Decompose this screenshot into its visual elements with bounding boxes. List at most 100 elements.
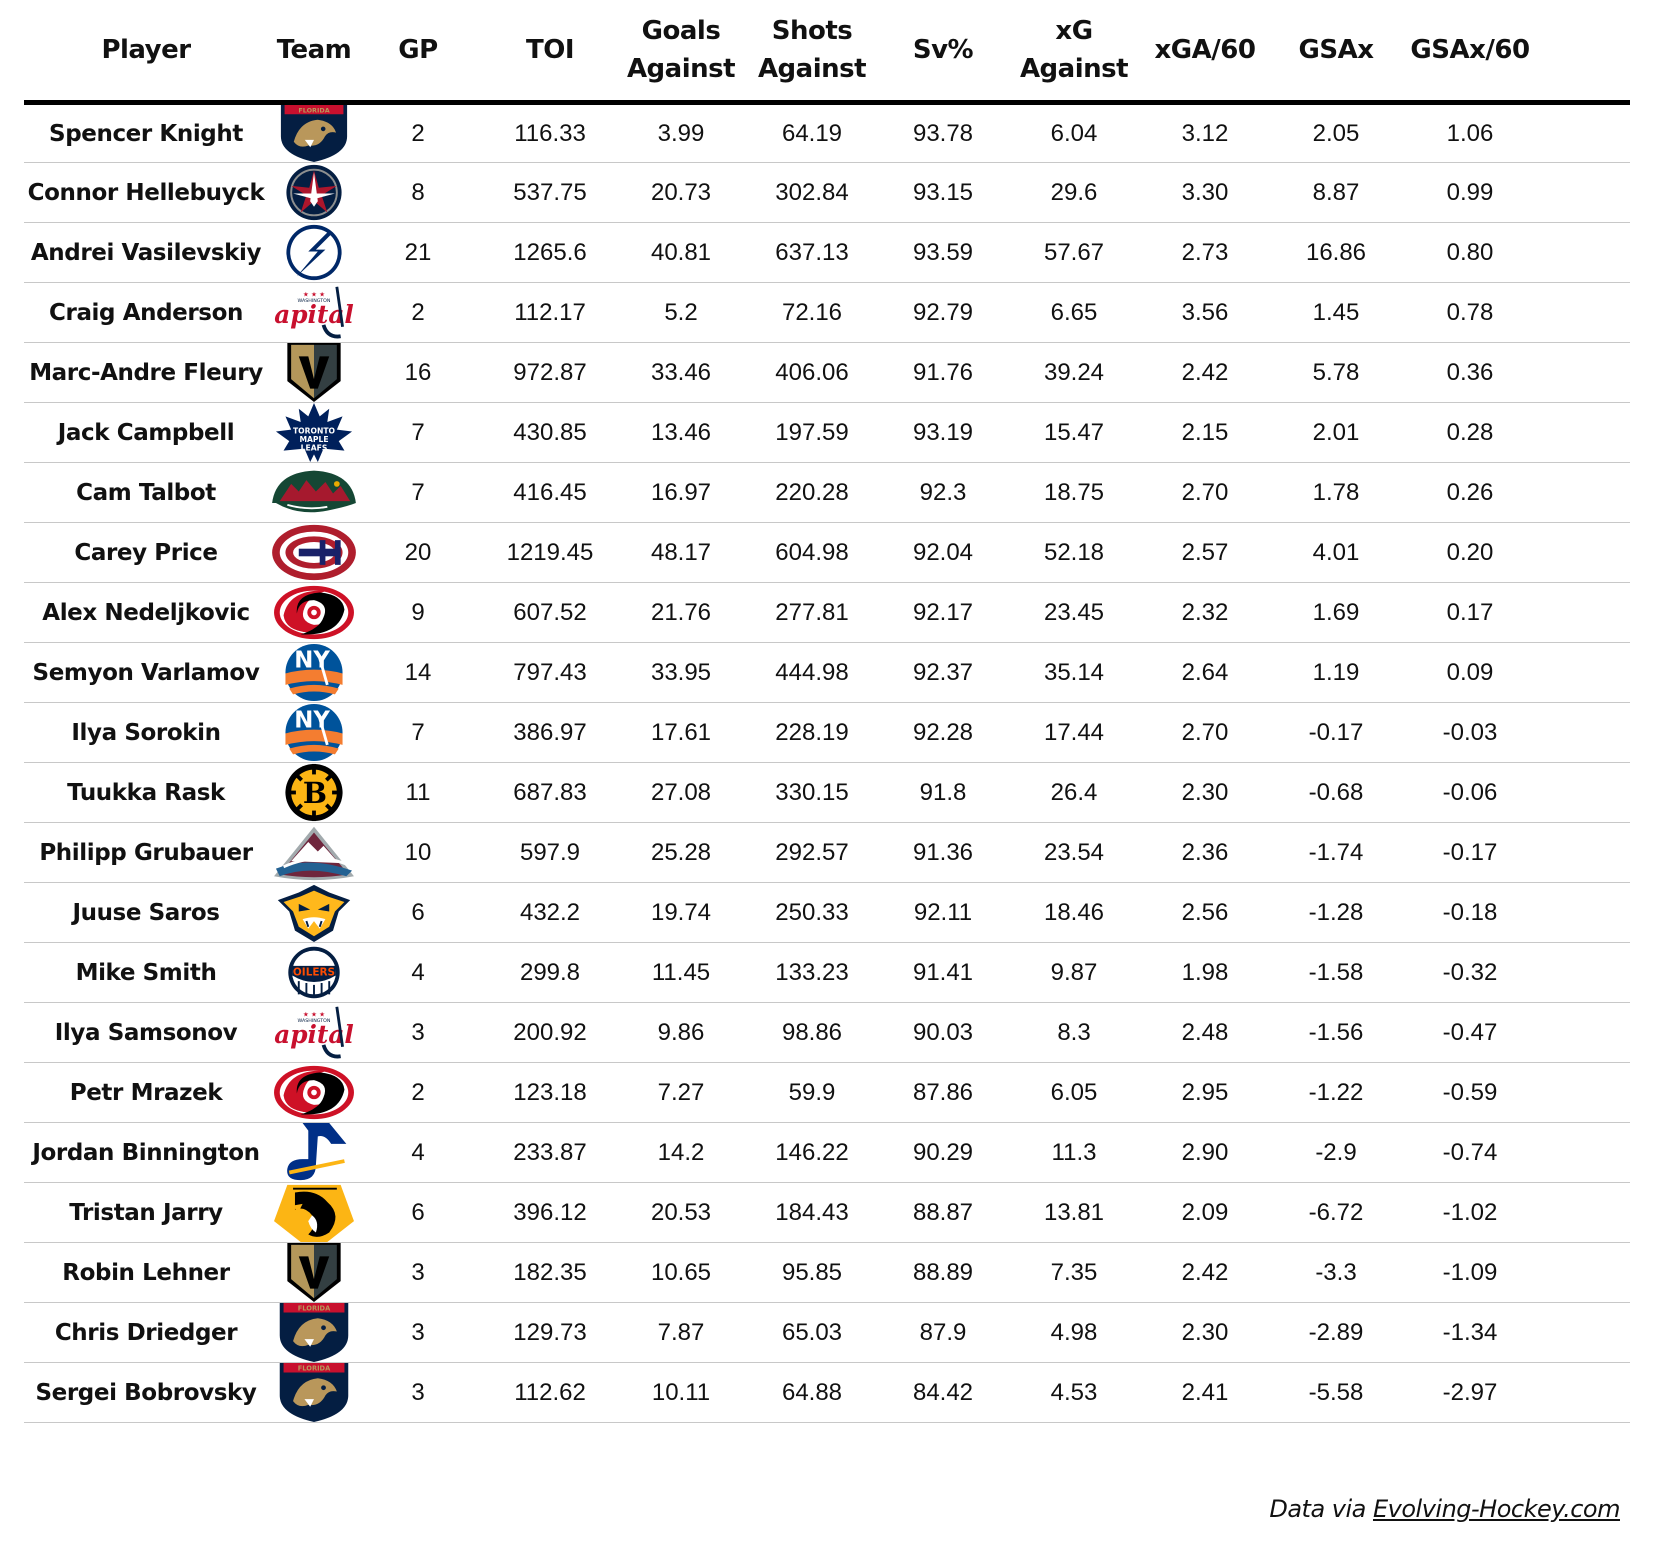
table-row: Ilya Sorokin NY 7 386.97 17.61 228.19 92.28 17.…	[24, 703, 1630, 763]
shots-against-value: 637.13	[775, 238, 849, 266]
table-row: Semyon Varlamov NY 14 797.43 33.95 444.98 92.3…	[24, 643, 1630, 703]
ch-icon	[272, 524, 356, 581]
sv-pct-value: 91.41	[912, 958, 974, 986]
gsax60-value: -2.97	[1442, 1378, 1498, 1406]
gsax-value: -0.68	[1308, 778, 1364, 806]
goals-against-value: 25.28	[650, 838, 712, 866]
toi-value: 416.45	[513, 478, 587, 506]
xg-against-value: 4.53	[1050, 1378, 1098, 1406]
gsax-value: 1.78	[1312, 478, 1360, 506]
player-name: Chris Driedger	[54, 1319, 238, 1346]
xga60-value: 3.56	[1181, 298, 1229, 326]
xga60-value: 2.95	[1181, 1078, 1229, 1106]
gp-value: 2	[411, 1078, 425, 1106]
shots-against-value: 444.98	[775, 658, 849, 686]
player-name: Tristan Jarry	[69, 1199, 223, 1226]
gp-value: 4	[411, 958, 425, 986]
shots-against-value: 59.9	[788, 1078, 836, 1106]
gsax60-value: -0.59	[1442, 1078, 1498, 1106]
player-name: Spencer Knight	[49, 120, 243, 147]
panther-icon: FLORIDA	[279, 1363, 349, 1422]
toi-value: 299.8	[519, 958, 581, 986]
goals-against-value: 11.45	[651, 958, 711, 986]
xga60-value: 2.32	[1181, 598, 1229, 626]
gp-value: 21	[404, 238, 432, 266]
xga60-value: 2.90	[1181, 1138, 1229, 1166]
gp-value: 11	[405, 778, 431, 806]
gsax-value: -0.17	[1308, 718, 1364, 746]
source-link[interactable]: Evolving-Hockey.com	[1372, 1495, 1621, 1523]
source-prefix: Data via	[1269, 1495, 1373, 1523]
sv-pct-value: 90.29	[912, 1138, 974, 1166]
sv-pct-value: 92.28	[912, 718, 974, 746]
table-row: Craig Anderson ★ ★ ★ WASHINGTON apital 2 112.…	[24, 283, 1630, 343]
team-logo	[268, 823, 360, 882]
gsax60-value: -0.17	[1442, 838, 1498, 866]
player-name: Tuukka Rask	[67, 779, 225, 806]
goals-against-value: 16.97	[650, 478, 712, 506]
shots-against-value: 197.59	[775, 418, 849, 446]
toi-value: 1219.45	[506, 538, 594, 566]
table-row: Ilya Samsonov ★ ★ ★ WASHINGTON apital 3 200.9…	[24, 1003, 1630, 1063]
team-logo: B	[268, 763, 360, 822]
table-row: Spencer Knight FLORIDA 2 116.33 3.99 64.19 93.…	[24, 105, 1630, 163]
toi-value: 432.2	[519, 898, 581, 926]
xg-against-value: 4.98	[1050, 1318, 1098, 1346]
goals-against-value: 21.76	[650, 598, 712, 626]
shots-against-value: 146.22	[775, 1138, 849, 1166]
sv-pct-value: 88.87	[912, 1198, 974, 1226]
svg-text:NY: NY	[294, 648, 330, 674]
gsax60-value: -0.06	[1442, 778, 1498, 806]
xga60-value: 2.41	[1181, 1378, 1229, 1406]
xga60-value: 3.12	[1181, 119, 1229, 147]
table-row: Cam Talbot 7 416.45 16.97 220.28 92.3 18.75 2.7…	[24, 463, 1630, 523]
xga60-value: 2.57	[1181, 538, 1229, 566]
gsax60-value: -1.09	[1442, 1258, 1498, 1286]
table-row: Jack Campbell TORONTO MAPLE LEAFS 7 430.85 13.…	[24, 403, 1630, 463]
goalie-stats-table: Player Team GP TOI Goals Against Shots Aga…	[24, 0, 1630, 1423]
islanders-icon: NY	[285, 643, 343, 702]
xg-against-value: 9.87	[1050, 958, 1098, 986]
col-header-sv-pct: Sv%	[912, 35, 974, 65]
gsax-value: -6.72	[1308, 1198, 1364, 1226]
toi-value: 123.18	[513, 1078, 587, 1106]
sv-pct-value: 88.89	[912, 1258, 974, 1286]
sv-pct-value: 90.03	[912, 1018, 974, 1046]
xga60-value: 2.70	[1181, 718, 1229, 746]
svg-text:NY: NY	[294, 708, 330, 734]
xga60-value: 2.70	[1181, 478, 1229, 506]
shots-against-value: 292.57	[775, 838, 849, 866]
xg-against-value: 6.04	[1050, 119, 1098, 147]
xg-against-value: 35.14	[1043, 658, 1105, 686]
gp-value: 2	[411, 298, 425, 326]
gsax-value: 4.01	[1312, 538, 1360, 566]
toi-value: 112.17	[514, 298, 586, 326]
shots-against-value: 406.06	[775, 358, 849, 386]
toi-value: 537.75	[513, 178, 587, 206]
islanders-icon: NY	[285, 703, 343, 762]
table-row: Connor Hellebuyck 8 537.75 20.73 302.84 93.15…	[24, 163, 1630, 223]
team-logo	[268, 1243, 360, 1302]
toi-value: 233.87	[513, 1138, 587, 1166]
sv-pct-value: 84.42	[912, 1378, 974, 1406]
player-name: Craig Anderson	[49, 299, 243, 326]
gsax-value: 1.19	[1312, 658, 1360, 686]
xga60-value: 2.42	[1181, 358, 1229, 386]
toi-value: 386.97	[513, 718, 587, 746]
goals-against-value: 33.95	[650, 658, 712, 686]
player-name: Alex Nedeljkovic	[42, 599, 250, 626]
table-header: Player Team GP TOI Goals Against Shots Aga…	[24, 0, 1630, 105]
shots-against-value: 220.28	[775, 478, 849, 506]
svg-text:WASHINGTON: WASHINGTON	[298, 298, 331, 304]
gp-value: 3	[411, 1318, 425, 1346]
player-name: Marc-Andre Fleury	[29, 359, 263, 386]
gsax60-value: -1.34	[1442, 1318, 1498, 1346]
shots-against-value: 277.81	[775, 598, 849, 626]
goals-against-value: 33.46	[650, 358, 712, 386]
player-name: Petr Mrazek	[69, 1079, 223, 1106]
gp-value: 10	[404, 838, 432, 866]
goals-against-value: 19.74	[650, 898, 712, 926]
table-row: Jordan Binnington 4 233.87 14.2 146.22 90.29 1…	[24, 1123, 1630, 1183]
shots-against-value: 228.19	[775, 718, 849, 746]
